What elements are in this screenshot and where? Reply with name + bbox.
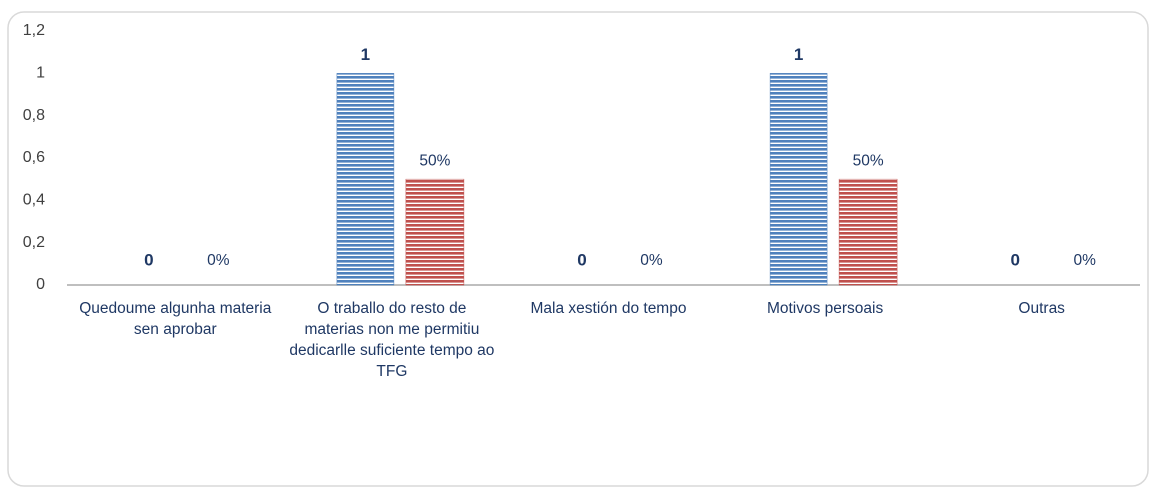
x-tick-label: O traballo do resto de materias non me p… [289,300,495,380]
y-tick-label: 0,4 [23,192,45,209]
data-label: 1 [361,45,370,64]
data-label: 0 [577,250,586,269]
x-tick-label: Mala xestión do tempo [530,300,687,317]
frame [7,11,1149,487]
bar [405,178,465,286]
data-label: 0 [1010,250,1019,269]
y-tick-label: 0,2 [23,234,45,251]
data-label: 0% [1073,252,1096,269]
bar [838,178,898,286]
y-tick-label: 1 [36,65,45,82]
data-label: 0% [207,252,230,269]
bar [336,73,395,286]
data-label: 1 [794,45,803,64]
data-label: 0% [640,252,663,269]
x-tick-label: Motivos persoais [766,300,884,317]
bar [769,73,828,286]
y-tick-label: 0,8 [23,107,45,124]
x-tick-label: Outras [1018,300,1065,317]
y-tick-label: 0,6 [23,149,45,166]
y-tick-label: 1,2 [23,22,45,39]
y-tick-label: 0 [36,276,45,293]
x-tick-label: Quedoume algunha materia sen aprobar [79,300,272,338]
data-label: 50% [419,152,450,169]
data-label: 0 [144,250,153,269]
data-label: 50% [853,152,884,169]
